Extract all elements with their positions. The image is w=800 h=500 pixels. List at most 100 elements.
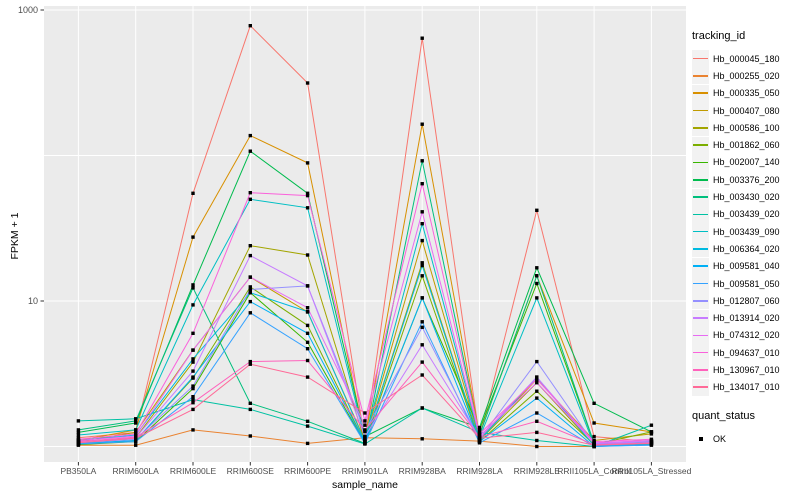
legend-item-label: Hb_000586_100 (713, 122, 780, 133)
data-point (248, 191, 252, 195)
data-point (305, 424, 310, 428)
legend-item: Hb_009581_050 (692, 275, 800, 292)
data-point (535, 359, 539, 364)
legend-title-quant-status: quant_status (692, 409, 755, 422)
legend-item: Hb_003439_090 (692, 223, 800, 241)
legend-item: Hb_003439_020 (692, 205, 800, 223)
legend-item-label: Hb_003430_020 (713, 192, 780, 203)
data-point (477, 432, 482, 436)
data-point (649, 432, 654, 436)
data-point (305, 347, 310, 351)
legend-item: Hb_094637_010 (692, 344, 800, 362)
data-point (305, 306, 310, 310)
data-point (420, 437, 424, 441)
legend-item: Hb_000045_180 (692, 50, 800, 68)
legend-line-icon (693, 351, 708, 354)
data-point (305, 309, 310, 314)
data-point (134, 417, 138, 421)
legend-item-label: Hb_000255_020 (713, 70, 780, 81)
data-point (191, 369, 195, 373)
legend-item: Hb_130967_010 (692, 361, 800, 379)
data-point (76, 433, 81, 437)
data-point (477, 436, 482, 440)
data-point (649, 441, 654, 446)
legend-key-point-swatch (692, 430, 709, 447)
x-tick-label: RRIM928LA (456, 466, 503, 476)
legend-line-icon (693, 57, 708, 60)
data-point (535, 296, 539, 300)
data-point (649, 437, 654, 441)
legend-item-label: Hb_094637_010 (713, 347, 780, 358)
legend-line-icon (693, 144, 708, 146)
legend-item-label: Hb_074312_020 (713, 330, 780, 341)
x-tick-label: RRIM600LA (113, 466, 160, 476)
data-point (191, 375, 195, 379)
legend-item-label: Hb_000407_080 (713, 105, 780, 116)
legend-item-label: Hb_001862_060 (713, 140, 780, 151)
data-point (592, 401, 596, 405)
legend-line-icon (693, 109, 708, 112)
legend-key-line-swatch (692, 119, 709, 137)
data-point (248, 197, 252, 201)
x-tick-label: RRII105LA_Stressed (611, 466, 691, 476)
legend-item: Hb_013914_020 (692, 309, 800, 327)
legend-item: Hb_000335_050 (692, 84, 800, 102)
data-point (535, 274, 539, 278)
data-point (535, 375, 539, 379)
quant-legend-item-list: OK (692, 430, 800, 447)
legend-item-list: Hb_000045_180 Hb_000255_020 Hb_000335_050 H… (692, 50, 800, 396)
legend-line-icon (693, 317, 708, 319)
data-point (420, 36, 424, 40)
data-point (134, 443, 138, 447)
data-point (191, 331, 195, 335)
legend-item-label: Hb_013914_020 (713, 313, 780, 324)
data-point (191, 384, 195, 388)
legend-line-icon (693, 334, 708, 337)
data-point (248, 24, 252, 28)
data-point (363, 434, 367, 439)
legend-key-line-swatch (692, 205, 709, 223)
data-point (248, 149, 252, 153)
data-point (305, 340, 310, 344)
legend-line-icon (693, 213, 708, 216)
data-point (76, 419, 81, 423)
data-point (191, 283, 195, 287)
data-point (76, 430, 81, 435)
data-point (134, 432, 138, 436)
data-point (191, 235, 195, 239)
data-point (649, 430, 654, 434)
data-point (420, 274, 424, 278)
data-point (305, 81, 310, 85)
data-point (248, 253, 252, 258)
quant-legend-item-label: OK (713, 433, 727, 444)
legend-title-tracking-id: tracking_id (692, 30, 746, 42)
legend-item-label: Hb_003439_020 (713, 209, 780, 220)
legend-item-label: Hb_003376_200 (713, 174, 780, 185)
data-point (535, 281, 539, 286)
data-point (477, 428, 482, 432)
data-point (363, 411, 367, 415)
data-point (76, 428, 81, 432)
data-point (134, 428, 138, 432)
legend-line-icon (693, 369, 708, 371)
legend-item: Hb_012807_060 (692, 292, 800, 310)
legend-item-label: Hb_000045_180 (713, 53, 780, 64)
y-tick-label: 10 (28, 296, 38, 306)
black-square-point-icon (698, 436, 703, 441)
data-point (191, 397, 195, 402)
legend-item: Hb_001862_060 (692, 136, 800, 154)
legend-line-icon (693, 161, 708, 164)
legend-key-line-swatch (692, 67, 709, 85)
legend-key-line-swatch (692, 102, 709, 120)
data-point (134, 436, 138, 440)
data-point (191, 286, 195, 290)
data-point (76, 437, 81, 441)
data-point (191, 303, 195, 307)
data-point (191, 407, 195, 412)
x-tick-label: RRIM600LE (170, 466, 217, 476)
data-point (535, 380, 539, 385)
legend-key-line-swatch (692, 326, 709, 344)
data-point (592, 443, 596, 447)
data-point (248, 434, 252, 438)
